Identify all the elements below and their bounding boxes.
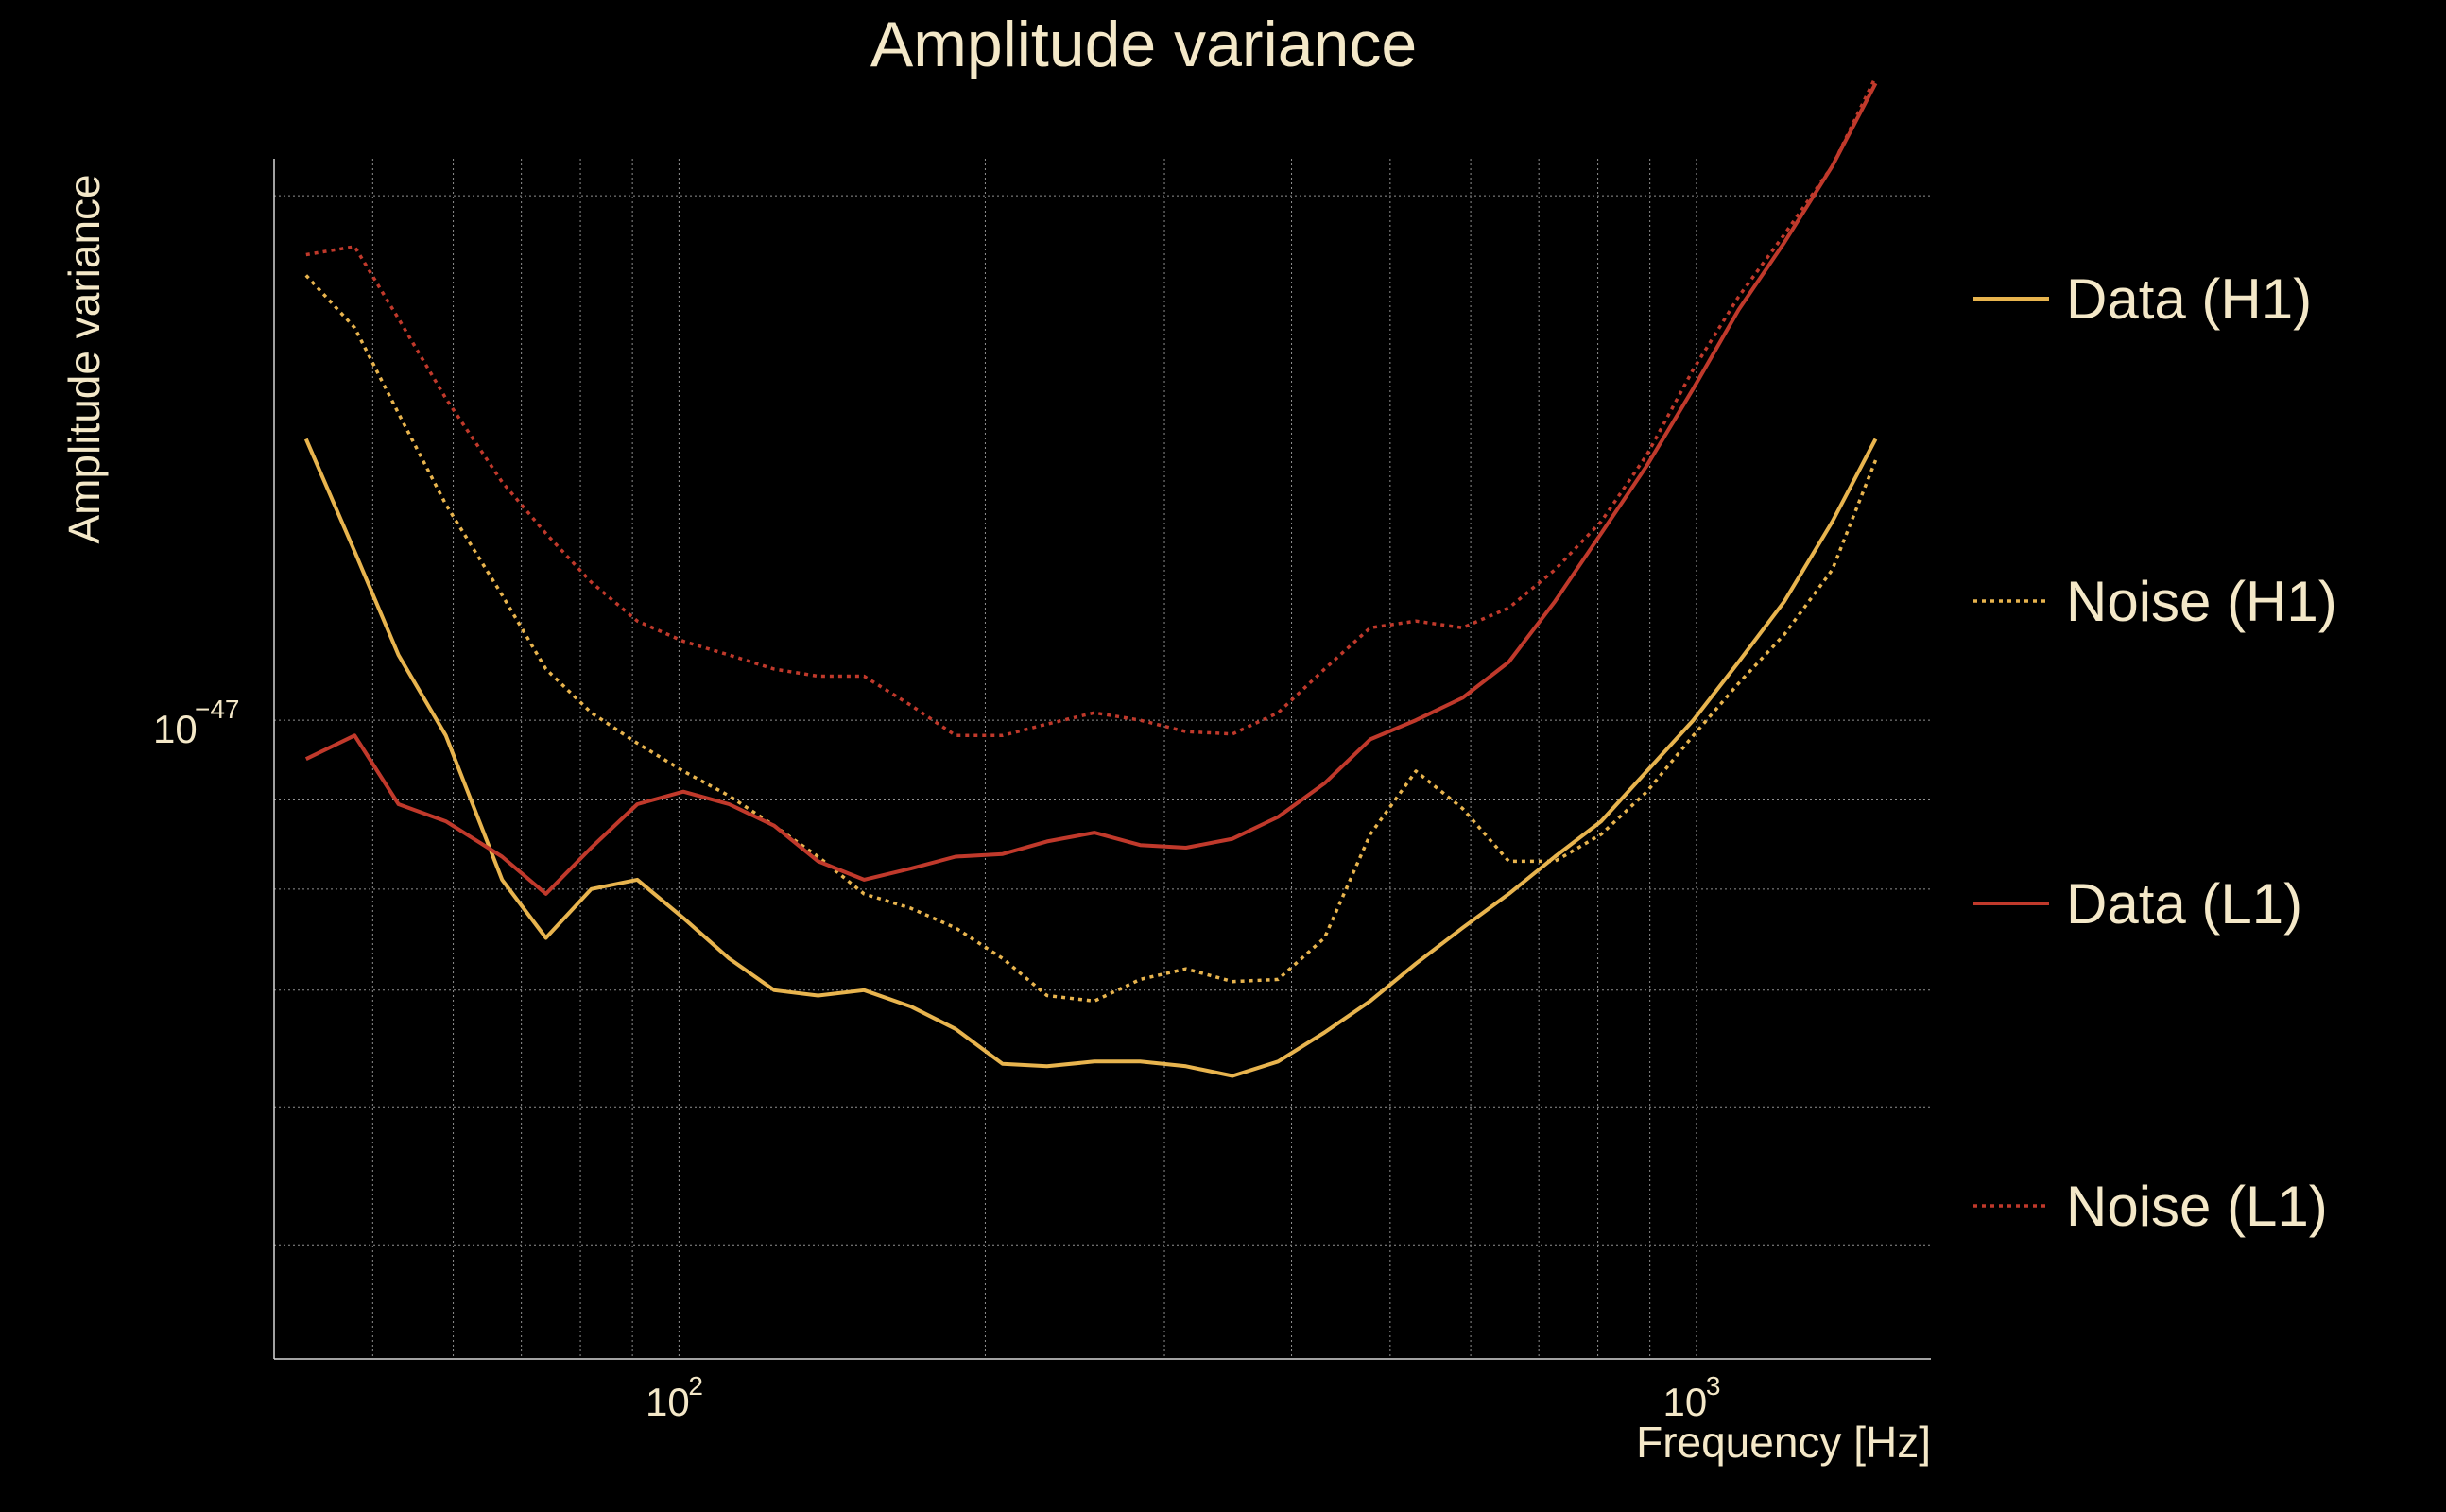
x-tick-label: 10 <box>646 1380 690 1424</box>
series-line-noise-h1 <box>304 274 1878 1004</box>
x-tick-exponent: 3 <box>1706 1371 1721 1400</box>
y-tick-label: 10 <box>153 707 198 751</box>
y-tick-exponent: −47 <box>195 695 240 724</box>
plot-frame <box>273 159 1931 1360</box>
x-axis-label: Frequency [Hz] <box>1636 1418 1931 1467</box>
grid <box>273 159 1931 1359</box>
legend-label: Data (H1) <box>2066 267 2312 331</box>
legend: Data (H1) Noise (H1) Data (L1) Noise (L1) <box>1973 267 2337 1238</box>
x-tick-exponent: 2 <box>688 1371 703 1400</box>
series-line-data-h1 <box>303 438 1878 1078</box>
chart-title: Amplitude variance <box>870 9 1417 80</box>
legend-label: Noise (L1) <box>2066 1175 2328 1238</box>
x-tick-label: 10 <box>1663 1380 1708 1424</box>
y-axis-label: Amplitude variance <box>60 174 109 543</box>
series-lines <box>303 76 1878 1078</box>
series-line-data-l1 <box>304 82 1878 896</box>
legend-label: Data (L1) <box>2066 872 2302 936</box>
legend-label: Noise (H1) <box>2066 570 2337 633</box>
